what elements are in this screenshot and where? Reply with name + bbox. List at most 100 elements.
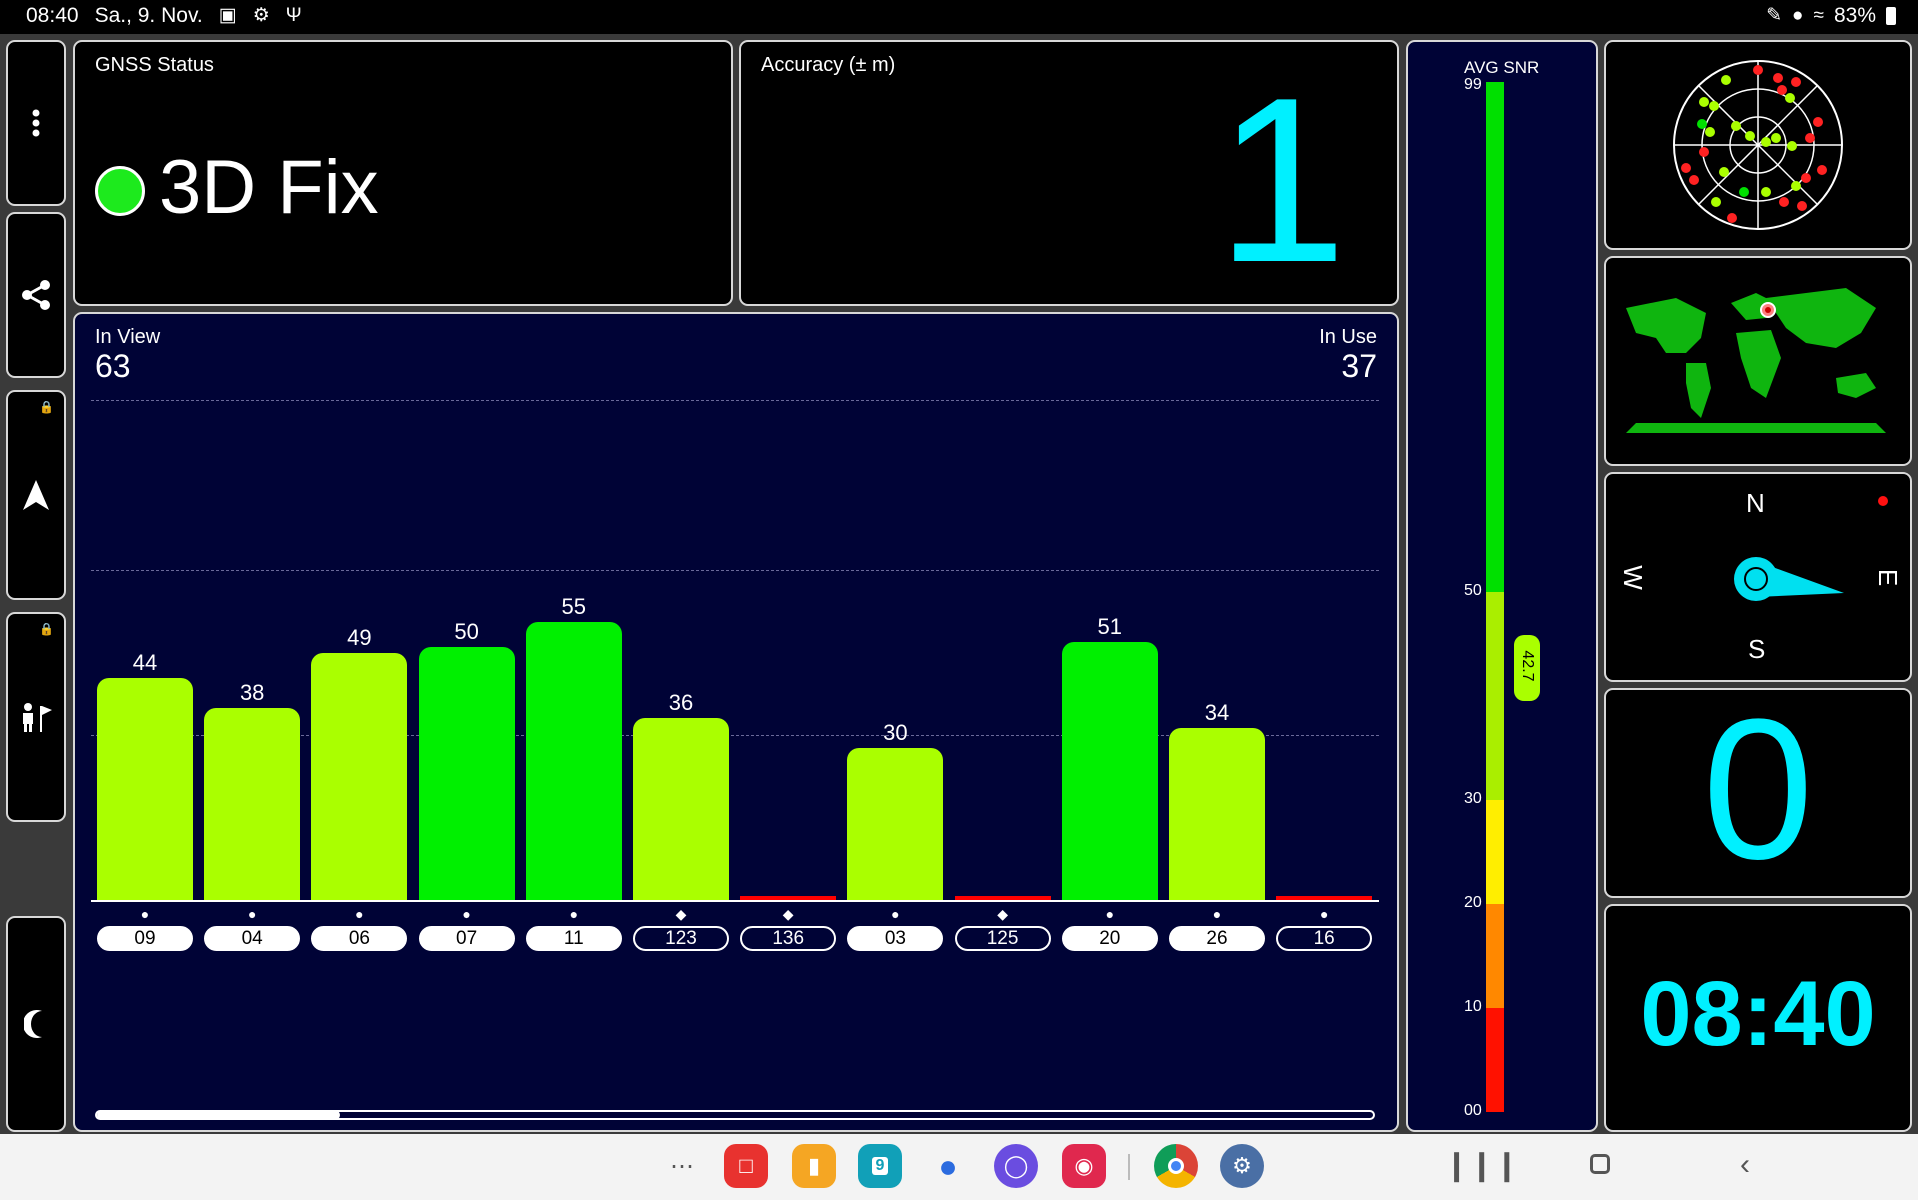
signal-bar-03 — [847, 748, 944, 900]
sky-satellite-dot — [1805, 133, 1815, 143]
planet-icon: ◯ — [1003, 1153, 1029, 1178]
pen-icon: ✎ — [1766, 5, 1783, 26]
taskbar-divider — [1128, 1154, 1130, 1180]
back-button[interactable]: ‹ — [1740, 1148, 1750, 1182]
usb-icon: Ψ — [285, 5, 302, 26]
accuracy-panel[interactable]: Accuracy (± m) 1 — [739, 40, 1399, 306]
compass-panel[interactable]: N S W E — [1604, 472, 1912, 682]
clock-panel[interactable]: 08:40 — [1604, 904, 1912, 1132]
chart-scrollbar-thumb[interactable] — [97, 1110, 341, 1120]
satellite-id-11[interactable]: 11 — [525, 926, 622, 951]
share-button[interactable] — [6, 212, 66, 378]
satellite-id-04[interactable]: 04 — [204, 926, 301, 951]
sky-satellite-dot — [1787, 141, 1797, 151]
settings-app[interactable]: ⚙ — [1220, 1144, 1264, 1188]
chart-gridline — [91, 570, 1379, 571]
avg-snr-marker: 42.7 — [1514, 634, 1540, 701]
satellite-id-123[interactable]: 123 — [633, 926, 729, 951]
sky-satellite-dot — [1731, 121, 1741, 131]
app-drawer-button[interactable]: ⋯ — [660, 1144, 704, 1188]
avg-snr-max: 99 — [1464, 76, 1482, 93]
signal-bar-125 — [954, 896, 1051, 900]
satellite-id-06[interactable]: 06 — [311, 926, 408, 951]
sky-satellite-dot — [1777, 85, 1787, 95]
satellite-signal-panel[interactable]: In View 63 In Use 37 44 ● 09 38 ● 04 49 ● 06 50 ● 0… — [73, 312, 1399, 1132]
speed-panel[interactable]: 0 — [1604, 688, 1912, 898]
avg-snr-title: AVG SNR — [1464, 58, 1540, 77]
speed-value: 0 — [1702, 688, 1814, 898]
compass-status-dot — [1878, 496, 1888, 506]
sky-satellite-dot — [1705, 127, 1715, 137]
satellite-id-09[interactable]: 09 — [97, 926, 193, 951]
browser-app[interactable]: ◯ — [994, 1144, 1038, 1188]
night-mode-button[interactable] — [6, 916, 66, 1132]
satellite-id-07[interactable]: 07 — [418, 926, 515, 951]
messages-app[interactable]: ● — [926, 1144, 970, 1188]
satellite-bar-chart: 44 ● 09 38 ● 04 49 ● 06 50 ● 07 55 ● 11 36 ◆ 123 ◆ 136 30 ● 03… — [75, 314, 1397, 1130]
snr-tick-label: 30 — [1464, 789, 1482, 807]
satellite-id-16[interactable]: 16 — [1276, 926, 1373, 951]
navigation-arrow-icon — [23, 480, 49, 510]
sky-satellite-dot — [1681, 163, 1691, 173]
signal-bar-06 — [311, 652, 408, 900]
signal-value-07: 50 — [454, 619, 479, 645]
moon-icon — [24, 1010, 42, 1038]
waypoint-button[interactable]: 🔒 — [6, 612, 66, 822]
compass-east: E — [1872, 568, 1903, 587]
satellite-id-136[interactable]: 136 — [740, 926, 837, 951]
constellation-marker-03: ● — [891, 906, 900, 922]
constellation-marker-16: ● — [1319, 906, 1329, 922]
constellation-marker-09: ● — [140, 906, 150, 922]
calendar-app[interactable]: 9 — [858, 1144, 902, 1188]
chart-gridline — [91, 400, 1379, 401]
snr-tick-label: 10 — [1464, 997, 1482, 1015]
sky-satellite-dot — [1791, 77, 1801, 87]
more-vertical-icon — [32, 109, 40, 137]
menu-button[interactable] — [6, 40, 66, 206]
satellite-id-125[interactable]: 125 — [954, 926, 1051, 951]
navigation-button[interactable]: 🔒 — [6, 390, 66, 600]
sky-satellite-dot — [1801, 173, 1811, 183]
battery-icon — [1886, 7, 1896, 25]
sky-satellite-dot — [1689, 175, 1699, 185]
gnss-status-panel[interactable]: GNSS Status 3D Fix — [73, 40, 733, 306]
avg-snr-panel[interactable]: AVG SNR 99 50 30 20 10 00 42.7 — [1406, 40, 1598, 1132]
home-button[interactable] — [1590, 1148, 1610, 1182]
snr-scale-segment — [1486, 82, 1504, 592]
camera-icon: ◉ — [1074, 1153, 1094, 1178]
notes-app[interactable]: □ — [724, 1144, 768, 1188]
accuracy-value: 1 — [1216, 48, 1347, 306]
chrome-app[interactable] — [1154, 1144, 1198, 1188]
constellation-marker-11: ● — [569, 906, 579, 922]
notes-icon: □ — [739, 1153, 753, 1178]
calendar-day: 9 — [871, 1157, 889, 1175]
world-map-panel[interactable] — [1604, 256, 1912, 466]
satellite-id-03[interactable]: 03 — [847, 926, 944, 951]
wifi-icon: ≈ — [1813, 5, 1824, 26]
signal-bar-136 — [740, 896, 837, 900]
sky-satellite-dot — [1785, 93, 1795, 103]
sky-plot-panel[interactable] — [1604, 40, 1912, 250]
in-use-label: In Use — [1319, 326, 1377, 348]
chart-scrollbar-track[interactable] — [95, 1110, 1375, 1120]
in-use-count: 37 — [1341, 348, 1377, 384]
location-icon: ● — [1792, 5, 1804, 26]
files-app[interactable]: ▮ — [792, 1144, 836, 1188]
sky-satellite-dot — [1697, 119, 1707, 129]
recent-apps-button[interactable]: ❙❙❙ — [1444, 1148, 1519, 1183]
chrome-icon — [1168, 1158, 1184, 1174]
snr-scale-segment — [1486, 1007, 1504, 1112]
signal-bar-16 — [1276, 896, 1373, 900]
in-view-label: In View — [95, 326, 161, 348]
constellation-marker-20: ● — [1105, 906, 1115, 922]
camera-app[interactable]: ◉ — [1062, 1144, 1106, 1188]
chart-gridline — [91, 735, 1379, 736]
satellite-id-26[interactable]: 26 — [1169, 926, 1265, 951]
satellite-id-20[interactable]: 20 — [1061, 926, 1158, 951]
main-area: 🔒 🔒 GNSS Status 3D Fix Accuracy (± m) 1 … — [0, 34, 1918, 1134]
sky-satellite-dot — [1711, 197, 1721, 207]
signal-value-04: 38 — [239, 680, 265, 706]
fix-indicator — [95, 166, 145, 216]
home-icon — [1590, 1154, 1610, 1174]
sky-satellite-dot — [1761, 187, 1771, 197]
